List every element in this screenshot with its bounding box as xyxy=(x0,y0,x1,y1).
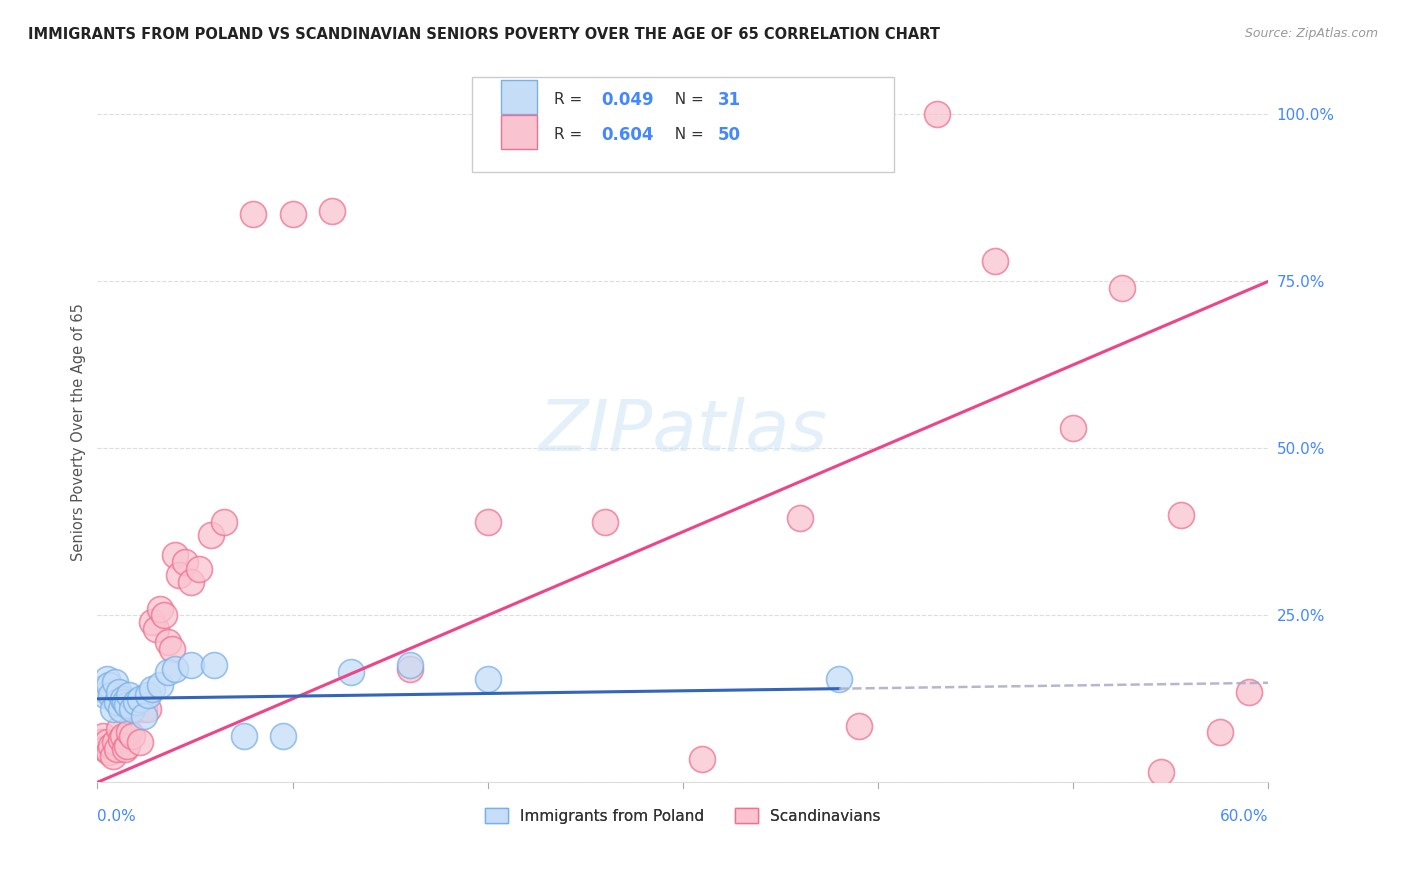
Point xyxy=(104,675,127,690)
Legend: Immigrants from Poland, Scandinavians: Immigrants from Poland, Scandinavians xyxy=(485,808,880,824)
Point xyxy=(692,752,714,766)
Point xyxy=(134,708,156,723)
Point xyxy=(281,207,304,221)
Point xyxy=(101,748,124,763)
Text: R =: R = xyxy=(554,128,588,143)
Point xyxy=(96,672,118,686)
Point xyxy=(187,561,209,575)
Point xyxy=(105,742,128,756)
Point xyxy=(121,729,143,743)
Point xyxy=(200,528,222,542)
Point xyxy=(100,689,122,703)
Text: IMMIGRANTS FROM POLAND VS SCANDINAVIAN SENIORS POVERTY OVER THE AGE OF 65 CORREL: IMMIGRANTS FROM POLAND VS SCANDINAVIAN S… xyxy=(28,27,941,42)
Point xyxy=(145,622,167,636)
Point xyxy=(156,665,179,679)
Point xyxy=(90,735,112,749)
Point xyxy=(925,107,948,121)
Point xyxy=(1237,685,1260,699)
Point xyxy=(96,735,118,749)
Point xyxy=(477,515,499,529)
Text: Source: ZipAtlas.com: Source: ZipAtlas.com xyxy=(1244,27,1378,40)
Point xyxy=(271,729,294,743)
Text: 60.0%: 60.0% xyxy=(1220,809,1268,824)
Point xyxy=(110,702,132,716)
Point xyxy=(114,695,136,709)
Point xyxy=(129,691,152,706)
Point xyxy=(114,742,136,756)
Point xyxy=(149,601,172,615)
Point xyxy=(160,641,183,656)
Point xyxy=(848,718,870,732)
Point xyxy=(149,678,172,692)
Point xyxy=(477,672,499,686)
FancyBboxPatch shape xyxy=(502,80,537,114)
Point xyxy=(984,254,1007,268)
Point xyxy=(828,672,851,686)
Point xyxy=(94,689,117,703)
Point xyxy=(115,739,138,753)
Point xyxy=(134,702,156,716)
Text: 0.0%: 0.0% xyxy=(97,809,136,824)
Point xyxy=(98,678,121,692)
Point xyxy=(141,681,163,696)
Point xyxy=(125,702,148,716)
Text: 31: 31 xyxy=(718,91,741,109)
Point xyxy=(115,698,138,713)
Point xyxy=(152,608,174,623)
Point xyxy=(117,725,139,739)
Point xyxy=(98,745,121,759)
Point xyxy=(105,695,128,709)
Point xyxy=(398,662,420,676)
Point xyxy=(1150,765,1173,780)
Point xyxy=(169,568,191,582)
Point xyxy=(165,548,187,562)
Point xyxy=(94,742,117,756)
Point xyxy=(136,702,159,716)
Text: 50: 50 xyxy=(718,126,741,144)
Point xyxy=(1208,725,1230,739)
Point xyxy=(1170,508,1192,522)
Point xyxy=(125,695,148,709)
Point xyxy=(111,691,134,706)
Point xyxy=(321,204,343,219)
Text: 0.049: 0.049 xyxy=(600,91,654,109)
Point xyxy=(101,702,124,716)
FancyBboxPatch shape xyxy=(472,78,894,172)
Point xyxy=(156,635,179,649)
Text: N =: N = xyxy=(665,128,709,143)
Y-axis label: Seniors Poverty Over the Age of 65: Seniors Poverty Over the Age of 65 xyxy=(72,302,86,560)
Point xyxy=(141,615,163,629)
Point xyxy=(180,574,202,589)
Point xyxy=(789,511,811,525)
Point xyxy=(180,658,202,673)
Point xyxy=(1111,281,1133,295)
Point xyxy=(398,658,420,673)
Point xyxy=(121,702,143,716)
Point xyxy=(117,689,139,703)
Point xyxy=(100,739,122,753)
Point xyxy=(136,689,159,703)
Point xyxy=(212,515,235,529)
Point xyxy=(104,735,127,749)
Point xyxy=(90,681,112,696)
Point xyxy=(232,729,254,743)
Point xyxy=(129,735,152,749)
Point xyxy=(174,555,197,569)
Text: ZIPatlas: ZIPatlas xyxy=(538,397,827,467)
Text: R =: R = xyxy=(554,92,588,107)
Point xyxy=(111,729,134,743)
Point xyxy=(204,658,226,673)
Point xyxy=(108,685,131,699)
Point xyxy=(110,731,132,746)
Point xyxy=(593,515,616,529)
FancyBboxPatch shape xyxy=(502,115,537,149)
Point xyxy=(91,729,114,743)
Point xyxy=(108,722,131,736)
Text: N =: N = xyxy=(665,92,709,107)
Point xyxy=(165,662,187,676)
Text: 0.604: 0.604 xyxy=(600,126,654,144)
Point xyxy=(242,207,264,221)
Point xyxy=(1062,421,1084,435)
Point xyxy=(340,665,363,679)
